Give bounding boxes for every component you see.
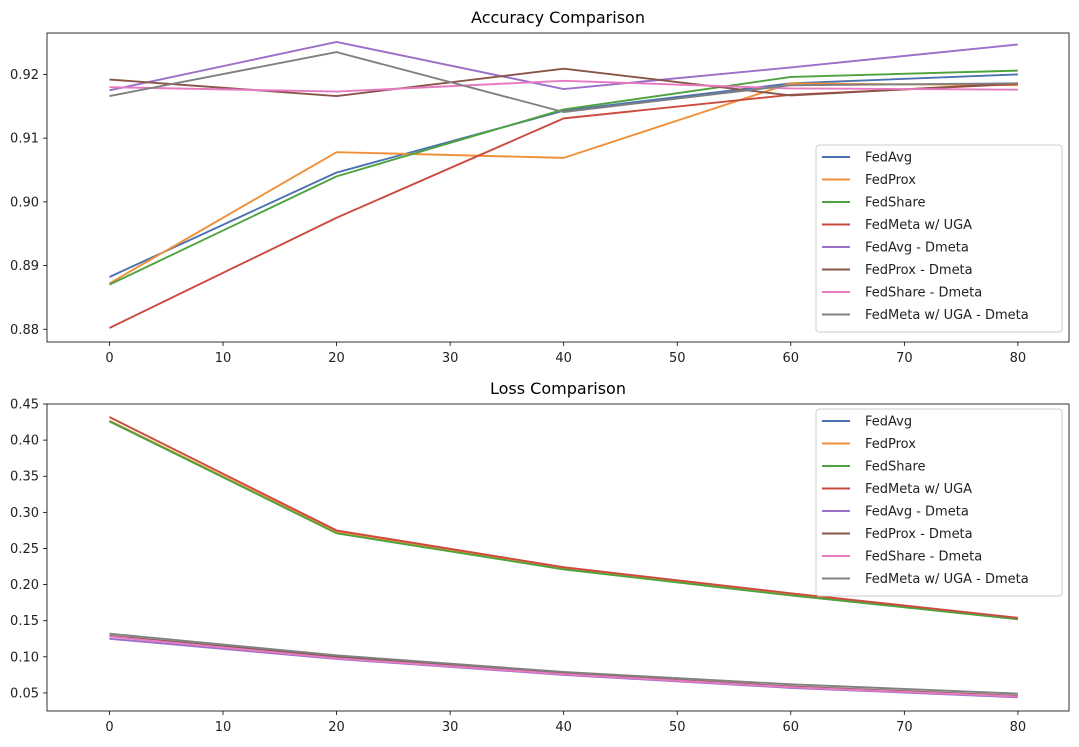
x-tick-label: 50	[669, 720, 686, 735]
x-tick-label: 80	[1010, 351, 1027, 366]
y-tick-label: 0.35	[10, 470, 39, 485]
legend-label: FedShare	[865, 196, 926, 211]
chart-title: Accuracy Comparison	[471, 8, 645, 27]
legend-label: FedShare	[865, 460, 926, 475]
y-tick-label: 0.89	[10, 259, 39, 274]
x-tick-label: 0	[105, 720, 113, 735]
legend-box	[815, 408, 1063, 597]
series-line-fedmeta-w-uga-dmeta	[109, 632, 1018, 695]
y-tick-label: 0.20	[10, 578, 39, 593]
y-tick-label: 0.91	[10, 132, 39, 147]
legend-label: FedProx	[865, 437, 916, 452]
x-tick-label: 60	[783, 720, 800, 735]
x-tick-label: 60	[783, 351, 800, 366]
series-line-fedshare-dmeta	[109, 635, 1018, 698]
legend: FedAvg FedProx FedShare FedMeta w/ UGA FedAv…	[815, 408, 1063, 597]
legend-label: FedMeta w/ UGA	[865, 482, 972, 497]
y-tick-label: 0.10	[10, 650, 39, 665]
x-tick-label: 30	[442, 351, 459, 366]
y-tick-label: 0.25	[10, 542, 39, 557]
y-tick-label: 0.92	[10, 68, 39, 83]
legend-box	[815, 144, 1063, 333]
x-tick-label: 80	[1010, 720, 1027, 735]
chart-panel-loss: Loss Comparison 0 10 20 30 40 50 60 70 80 0.05 0.10…	[10, 379, 1070, 735]
chart-title: Loss Comparison	[490, 379, 626, 398]
y-tick-label: 0.05	[10, 686, 39, 701]
legend-label: FedMeta w/ UGA	[865, 218, 972, 233]
x-tick-label: 50	[669, 351, 686, 366]
y-tick-label: 0.30	[10, 506, 39, 521]
y-tick-label: 0.90	[10, 195, 39, 210]
legend-label: FedShare - Dmeta	[865, 550, 982, 565]
series-line-fedprox-dmeta	[109, 634, 1018, 697]
x-tick-label: 40	[555, 720, 572, 735]
series-line-fedshare-dmeta	[109, 79, 1018, 93]
y-tick-label: 0.40	[10, 434, 39, 449]
series-line-fedavg	[109, 73, 1018, 278]
legend-label: FedAvg	[865, 151, 912, 166]
x-tick-label: 20	[328, 351, 345, 366]
legend-label: FedAvg - Dmeta	[865, 241, 969, 256]
series-line-fedshare	[109, 420, 1018, 621]
y-tick-label: 0.88	[10, 323, 39, 338]
series-group	[109, 416, 1019, 699]
legend: FedAvg FedProx FedShare FedMeta w/ UGA FedAv…	[815, 144, 1063, 333]
x-tick-label: 20	[328, 720, 345, 735]
x-tick-label: 30	[442, 720, 459, 735]
legend-label: FedMeta w/ UGA - Dmeta	[865, 308, 1029, 323]
y-tick-label: 0.45	[10, 398, 39, 413]
series-line-fedshare	[109, 69, 1018, 286]
legend-label: FedAvg	[865, 415, 912, 430]
series-line-fedmeta-w-uga-dmeta	[109, 51, 1018, 113]
x-tick-label: 40	[555, 351, 572, 366]
series-line-fedavg-dmeta	[109, 40, 1018, 92]
x-tick-label: 70	[896, 720, 913, 735]
x-tick-label: 70	[896, 351, 913, 366]
legend-label: FedProx - Dmeta	[865, 263, 973, 278]
legend-label: FedMeta w/ UGA - Dmeta	[865, 572, 1029, 587]
series-line-fedmeta-w-uga	[109, 416, 1019, 619]
legend-label: FedShare - Dmeta	[865, 286, 982, 301]
legend-label: FedProx - Dmeta	[865, 527, 973, 542]
legend-label: FedAvg - Dmeta	[865, 505, 969, 520]
plot-frame	[46, 403, 1070, 712]
x-tick-label: 0	[105, 351, 113, 366]
chart-panel-accuracy: Accuracy Comparison 0 10 20 30 40 50 60 70 80 0.88…	[10, 8, 1070, 366]
x-tick-label: 10	[215, 720, 232, 735]
series-line-fedprox-dmeta	[109, 67, 1018, 98]
legend-label: FedProx	[865, 173, 916, 188]
series-group	[108, 40, 1018, 329]
plot-frame	[46, 32, 1070, 343]
y-tick-label: 0.15	[10, 614, 39, 629]
x-tick-label: 10	[215, 351, 232, 366]
